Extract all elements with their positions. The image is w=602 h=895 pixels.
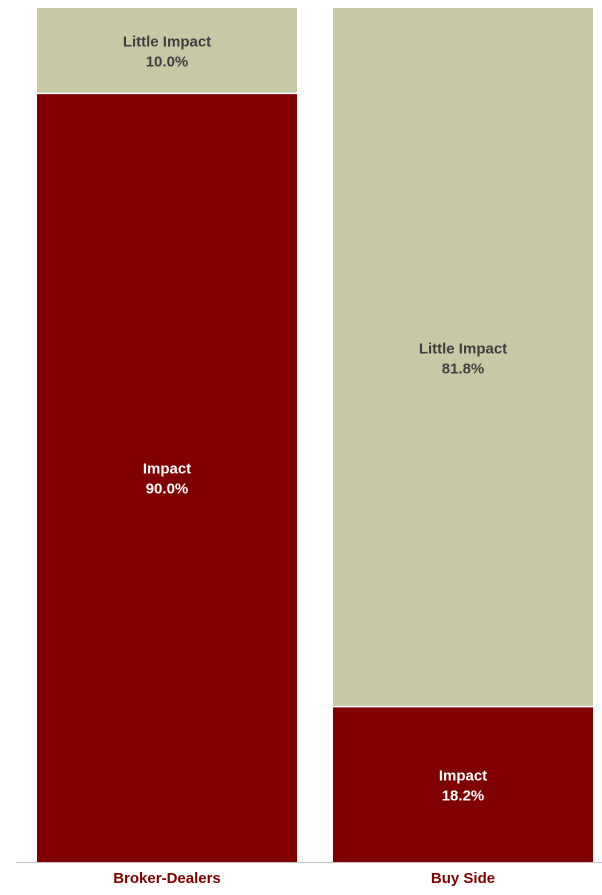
segment-value-label: 18.2% — [442, 787, 485, 804]
bar-broker-dealers-little-impact — [37, 8, 297, 94]
segment-name-label: Little Impact — [123, 34, 211, 51]
segment-value-label: 10.0% — [146, 54, 189, 71]
segment-name-label: Impact — [143, 461, 191, 478]
bar-broker-dealers-impact — [37, 93, 297, 862]
segment-labels-group: Impact 90.0% Little Impact 10.0% Impact 18.2%… — [123, 34, 507, 805]
category-label-buy-side: Buy Side — [431, 870, 495, 887]
segment-value-label: 81.8% — [442, 360, 485, 377]
bar-buy-side-little-impact — [333, 8, 593, 707]
segment-name-label: Little Impact — [419, 340, 507, 357]
bar-buy-side-impact — [333, 706, 593, 862]
segment-value-label: 90.0% — [146, 481, 189, 498]
segment-name-label: Impact — [439, 767, 487, 784]
category-label-broker-dealers: Broker-Dealers — [113, 870, 221, 887]
category-labels-group: Broker-Dealers Buy Side — [113, 870, 495, 887]
bars-group — [37, 8, 593, 862]
